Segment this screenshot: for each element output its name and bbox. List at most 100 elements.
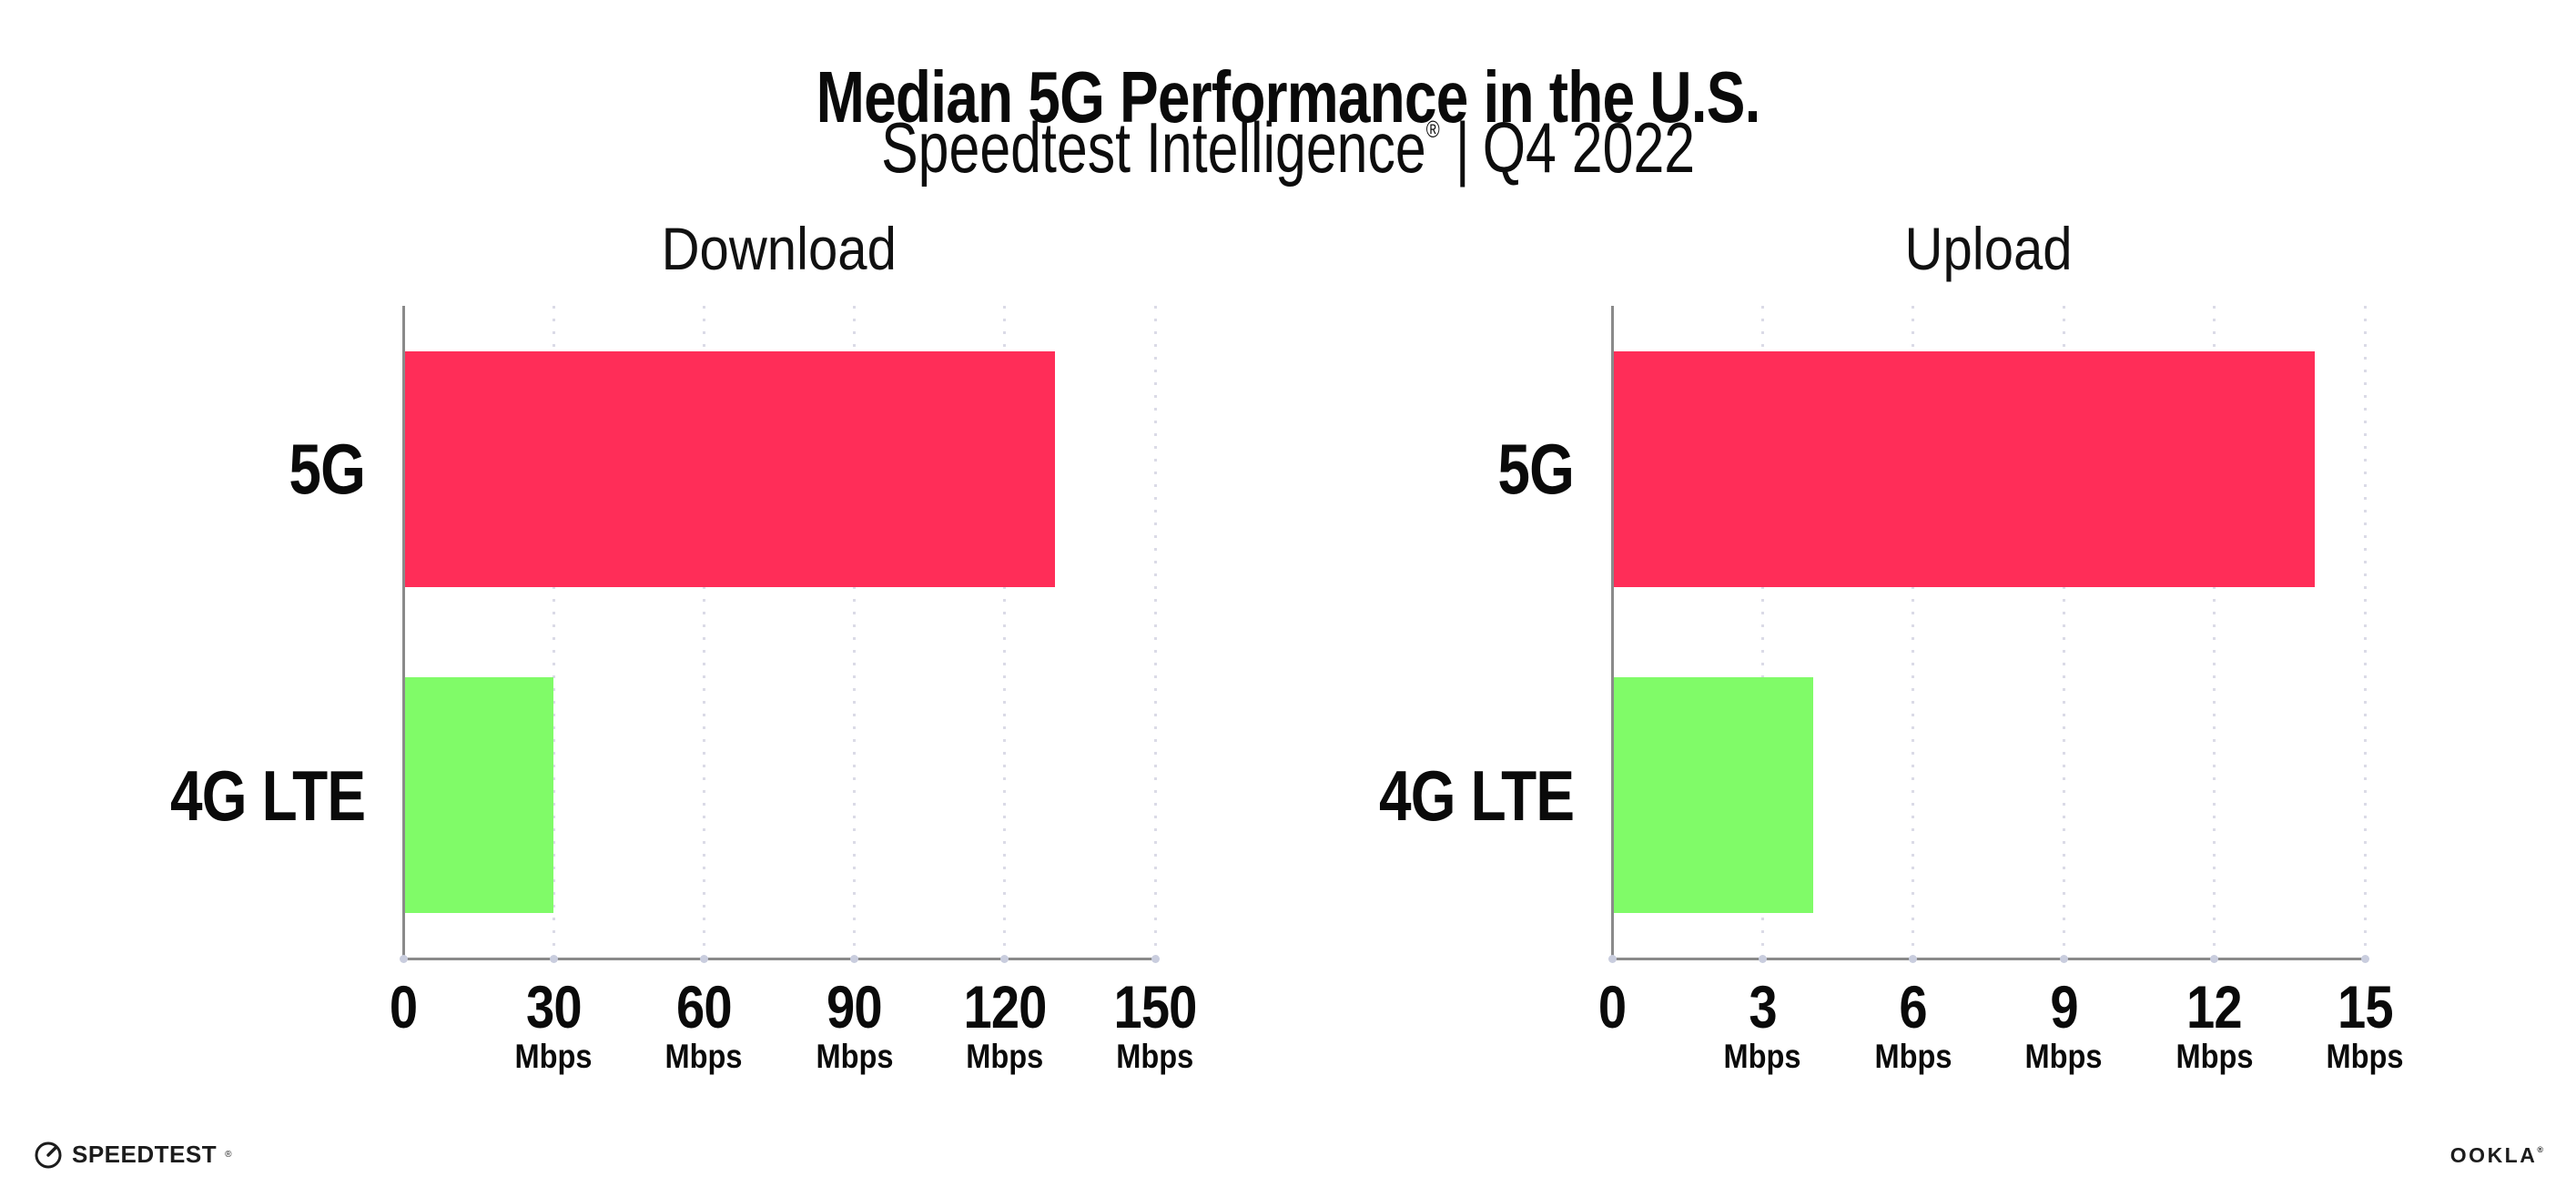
x-tick-label: 3 (1719, 973, 1807, 1040)
x-tick-value: 3 (1749, 973, 1777, 1040)
x-tick-unit: Mbps (660, 1037, 748, 1077)
x-tick-inner: 15 Mbps (2321, 973, 2409, 1077)
registered-trademark-mark: ® (1425, 116, 1440, 143)
x-tick-inner: 150 Mbps (1106, 973, 1203, 1077)
category-label-5g: 5G (272, 429, 366, 509)
x-axis-line (1611, 958, 2366, 960)
x-tick-inner: 0 (1596, 973, 1628, 1040)
x-tick-inner: 6 Mbps (1869, 977, 1957, 1077)
y-axis-line (1611, 306, 1614, 959)
x-tick-unit: Mbps (956, 1037, 1053, 1077)
chart-subtitle: Speedtest Intelligence® | Q4 2022 (0, 91, 2576, 186)
x-tick-inner: 3 Mbps (1719, 973, 1807, 1077)
x-tick-inner: 9 Mbps (2020, 973, 2108, 1077)
x-tick-unit: Mbps (2321, 1037, 2409, 1077)
category-label-4g-lte: 4G LTE (127, 756, 366, 836)
axis-marker-dot (1758, 955, 1767, 963)
x-tick-value: 150 (1113, 973, 1197, 1040)
subtitle-period: Q4 2022 (1482, 107, 1696, 188)
x-tick-value: 30 (525, 973, 583, 1040)
x-axis-line (402, 958, 1156, 960)
x-tick-inner: 12 Mbps (2170, 973, 2258, 1077)
chart-section-title-text: Upload (1904, 215, 2073, 282)
x-tick-unit: Mbps (510, 1037, 598, 1077)
chart-section-title-download: Download (403, 218, 1155, 279)
x-tick-unit-text: Mbps (966, 1038, 1044, 1075)
gridline-30-mbps (552, 306, 555, 959)
x-tick-label: 9 (2020, 973, 2108, 1040)
chart-title: Median 5G Performance in the U.S. (0, 56, 2576, 137)
x-tick-value: 60 (676, 973, 733, 1040)
category-label-text: 4G LTE (1378, 756, 1575, 836)
x-tick-unit-text: Mbps (1116, 1038, 1194, 1075)
category-label-text: 4G LTE (169, 756, 366, 836)
x-tick-label: 12 (2170, 973, 2258, 1040)
x-tick-unit: Mbps (1869, 1037, 1957, 1077)
x-tick-inner: 90 Mbps (810, 973, 898, 1077)
gridline-120-mbps (1003, 306, 1007, 959)
x-tick-inner: 60 Mbps (660, 973, 748, 1077)
axis-marker-dot (549, 955, 558, 963)
x-tick-value: 9 (2049, 973, 2078, 1040)
x-tick-unit-text: Mbps (1874, 1038, 1952, 1075)
upload-chart: Upload 5G 4G LTE 0 3 Mbps 6 Mbps 9 Mbps 12 Mbps 15 Mb… (1379, 218, 2404, 1075)
axis-marker-dot (2210, 955, 2219, 963)
x-tick-unit-text: Mbps (2024, 1038, 2103, 1075)
x-tick-unit: Mbps (1719, 1037, 1807, 1077)
speedtest-logo: SPEEDTEST ® (33, 1138, 231, 1171)
axis-marker-dot (399, 955, 408, 963)
gridline-150-mbps (1153, 306, 1157, 959)
x-tick-unit-text: Mbps (664, 1038, 743, 1075)
bar-4g-lte-download (403, 677, 554, 913)
speedtest-wordmark: SPEEDTEST (72, 1140, 218, 1168)
y-axis-line (402, 306, 405, 959)
x-tick-inner: 30 Mbps (510, 973, 598, 1077)
axis-marker-dot (850, 955, 859, 963)
x-tick-value: 15 (2337, 973, 2394, 1040)
subtitle-separator: | (1455, 107, 1470, 188)
x-tick-unit-text: Mbps (1723, 1038, 1801, 1075)
axis-marker-dot (1151, 955, 1160, 963)
axis-marker-dot (1909, 955, 1918, 963)
category-label-4g-lte: 4G LTE (1336, 756, 1575, 836)
axis-marker-dot (1607, 955, 1617, 963)
x-tick-unit-text: Mbps (514, 1038, 593, 1075)
x-tick-value: 120 (963, 973, 1047, 1040)
x-tick-unit: Mbps (2020, 1037, 2108, 1077)
ookla-logo: OOKLA® (2450, 1143, 2543, 1168)
bar-4g-lte-upload (1612, 677, 1813, 913)
x-tick-label: 150 (1106, 973, 1203, 1040)
axis-marker-dot (2059, 955, 2068, 963)
chart-section-title-text: Download (661, 215, 898, 282)
x-tick-unit: Mbps (810, 1037, 898, 1077)
gridline-90-mbps (853, 306, 857, 959)
gridline-60-mbps (702, 306, 705, 959)
chart-title-text: Median 5G Performance in the U.S. (816, 56, 1761, 137)
x-tick-label: 0 (387, 973, 420, 1040)
x-tick-label: 15 (2321, 973, 2409, 1040)
x-tick-label: 30 (510, 973, 598, 1040)
x-tick-value: 0 (1597, 973, 1627, 1040)
download-chart: Download 5G 4G LTE 0 30 Mbps 60 Mbps 90 Mbps 120 Mb… (170, 218, 1198, 1075)
chart-subtitle-text: Speedtest Intelligence® | Q4 2022 (881, 91, 1695, 186)
gridline-3-mbps (1760, 306, 1764, 959)
x-tick-value: 90 (827, 973, 883, 1040)
speedtest-trademark: ® (225, 1149, 232, 1160)
chart-section-title-upload: Upload (1612, 218, 2365, 279)
x-tick-unit-text: Mbps (816, 1038, 894, 1075)
category-label-text: 5G (289, 429, 366, 509)
x-tick-value: 12 (2186, 973, 2243, 1040)
subtitle-brand: Speedtest Intelligence (880, 107, 1426, 188)
gridline-6-mbps (1912, 306, 1915, 959)
axis-marker-dot (1000, 955, 1009, 963)
x-tick-inner: 120 Mbps (956, 973, 1053, 1077)
bar-5g-upload (1612, 351, 2315, 587)
x-tick-inner: 0 (387, 973, 420, 1040)
axis-marker-dot (2360, 955, 2369, 963)
gridline-15-mbps (2363, 306, 2367, 959)
x-tick-unit: Mbps (2170, 1037, 2258, 1077)
x-tick-value: 0 (389, 973, 418, 1040)
bar-5g-download (403, 351, 1055, 587)
speedtest-gauge-icon (35, 1141, 62, 1169)
